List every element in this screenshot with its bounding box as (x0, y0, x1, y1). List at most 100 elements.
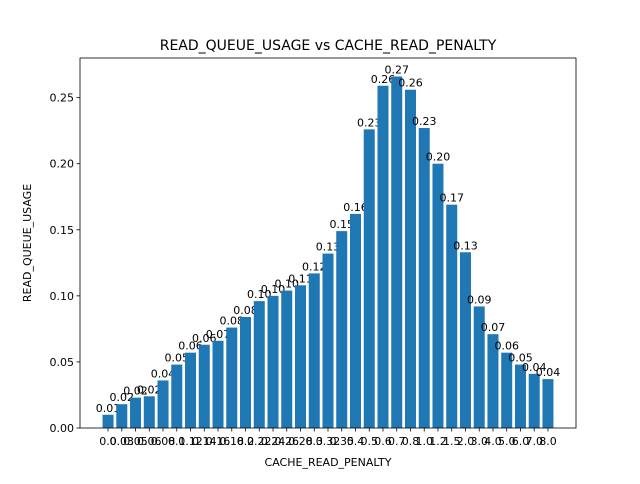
bar (418, 128, 430, 429)
bar (253, 301, 265, 428)
x-tick-label: 3.0 (470, 435, 488, 448)
bar (349, 213, 361, 428)
y-tick-label: 0.20 (50, 158, 75, 171)
bar (157, 380, 169, 428)
x-tick-label: 1.5 (443, 435, 461, 448)
value-label: 0.20 (426, 151, 451, 164)
value-label: 0.02 (137, 383, 162, 396)
value-label: 0.04 (151, 367, 176, 380)
plot-frame (79, 57, 577, 429)
bar (130, 397, 142, 428)
bar (322, 253, 334, 428)
value-label: 0.17 (439, 192, 464, 205)
x-tick-label: 0.5 (360, 435, 378, 448)
bar (432, 163, 444, 428)
value-label: 0.13 (316, 241, 341, 254)
value-label: 0.07 (481, 321, 506, 334)
x-tick-label: 2.0 (457, 435, 475, 448)
value-label: 0.10 (247, 288, 272, 301)
x-tick-label: 4.0 (484, 435, 502, 448)
x-tick-label: 1.2 (429, 435, 447, 448)
y-tick-label: 0.00 (50, 422, 75, 435)
x-tick-label: 0.6 (374, 435, 392, 448)
bar (185, 352, 197, 428)
bar (514, 364, 526, 428)
bar (528, 373, 540, 428)
y-axis-label: READ_QUEUE_USAGE (21, 184, 34, 302)
value-label: 0.16 (343, 201, 368, 214)
x-tick-label: 0.08 (151, 435, 176, 448)
y-tick-label: 0.10 (50, 290, 75, 303)
x-tick-label: 6.0 (512, 435, 530, 448)
value-label: 0.23 (412, 115, 437, 128)
x-tick-label: 0.32 (316, 435, 341, 448)
x-tick-label: 0.0 (99, 435, 117, 448)
bar (446, 204, 458, 428)
bar (171, 364, 183, 428)
bar (198, 344, 210, 428)
value-label: 0.11 (288, 272, 313, 285)
x-tick-label: 0.3 (306, 435, 324, 448)
x-tick-label: 8.0 (539, 435, 557, 448)
value-label: 0.04 (522, 361, 547, 374)
x-tick-label: 0.7 (388, 435, 406, 448)
value-label: 0.06 (178, 340, 203, 353)
x-tick-label: 0.1 (168, 435, 186, 448)
x-tick-label: 0.2 (237, 435, 255, 448)
bar (459, 252, 471, 428)
bar (363, 129, 375, 428)
value-label: 0.12 (302, 260, 327, 273)
x-tick-label: 0.8 (402, 435, 420, 448)
x-tick-label: 0.03 (110, 435, 135, 448)
bar (267, 295, 279, 428)
value-label: 0.26 (371, 73, 396, 86)
x-tick-label: 0.28 (288, 435, 313, 448)
value-label: 0.10 (261, 283, 286, 296)
bar (226, 327, 238, 428)
x-tick-label: 0.12 (178, 435, 203, 448)
value-label: 0.01 (96, 402, 121, 415)
value-label: 0.26 (398, 77, 423, 90)
x-axis-label: CACHE_READ_PENALTY (265, 456, 392, 469)
y-tick-label: 0.25 (50, 92, 75, 105)
x-tick-label: 0.18 (220, 435, 245, 448)
bar (102, 414, 114, 428)
bar (473, 306, 485, 428)
value-label: 0.04 (536, 366, 561, 379)
x-tick-label: 7.0 (525, 435, 543, 448)
x-tick-label: 0.14 (192, 435, 217, 448)
x-tick-label: 1.0 (415, 435, 433, 448)
x-tick-label: 0.22 (247, 435, 272, 448)
value-label: 0.07 (206, 328, 231, 341)
x-tick-label: 0.16 (206, 435, 231, 448)
value-label: 0.06 (192, 332, 217, 345)
bar (240, 317, 252, 428)
bar (542, 379, 554, 428)
bar (143, 396, 155, 428)
bar (487, 334, 499, 428)
bar (295, 285, 307, 428)
value-label: 0.08 (233, 304, 258, 317)
x-tick-label: 0.06 (137, 435, 162, 448)
x-tick-label: 0.35 (329, 435, 354, 448)
value-label: 0.05 (165, 352, 190, 365)
value-label: 0.15 (329, 218, 354, 231)
bar (281, 290, 293, 428)
bar (404, 89, 416, 428)
value-label: 0.02 (123, 385, 148, 398)
value-label: 0.13 (453, 239, 478, 252)
bar (377, 85, 389, 428)
x-tick-label: 0.4 (347, 435, 365, 448)
bar (308, 273, 320, 428)
value-label: 0.27 (384, 64, 409, 77)
bar (212, 340, 224, 428)
bar (336, 231, 348, 428)
y-tick-label: 0.15 (50, 224, 75, 237)
value-label: 0.10 (275, 278, 300, 291)
value-label: 0.09 (467, 293, 492, 306)
y-tick-label: 0.05 (50, 356, 75, 369)
value-label: 0.23 (357, 116, 382, 129)
x-tick-label: 5.0 (498, 435, 516, 448)
bar (501, 352, 513, 428)
